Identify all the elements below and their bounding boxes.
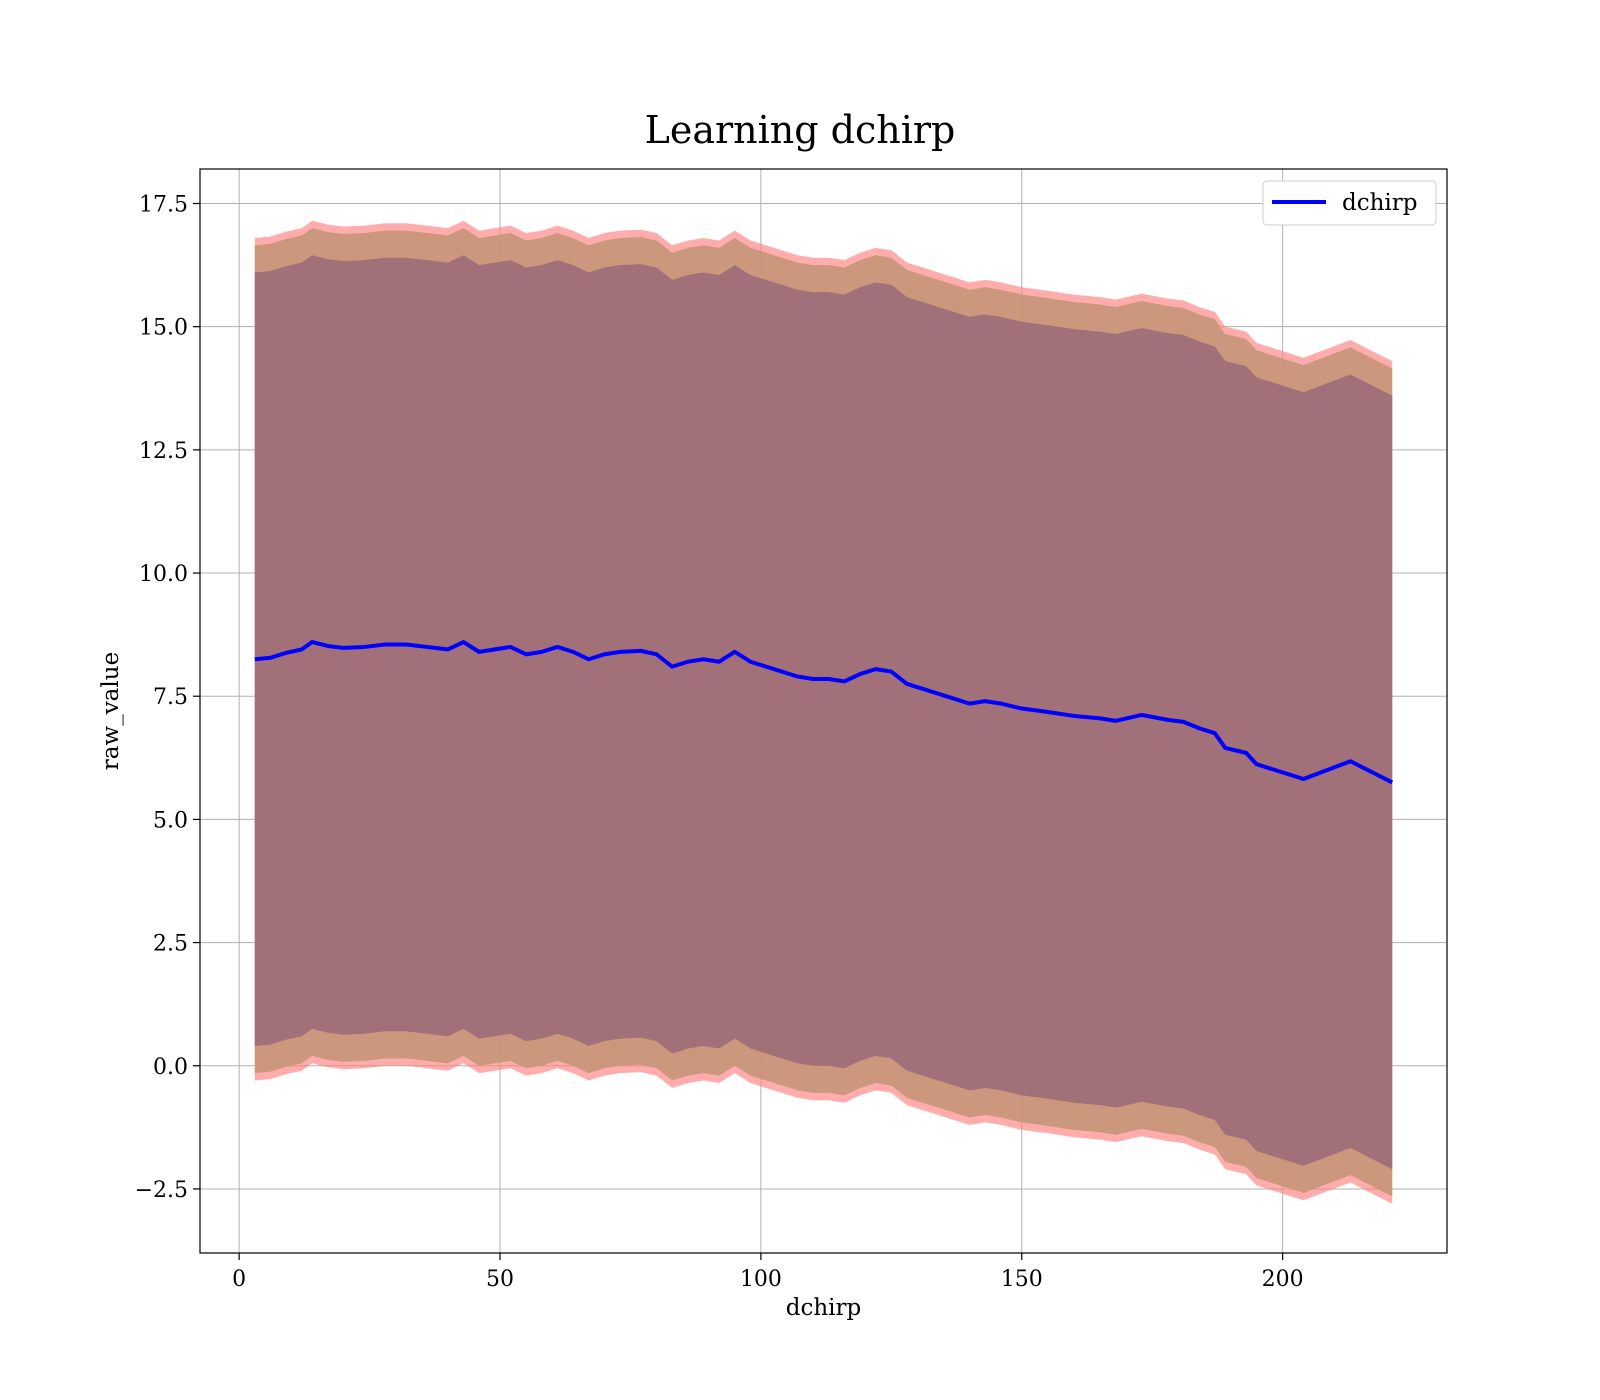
series-lines <box>254 640 1394 785</box>
legend: dchirp <box>1262 180 1437 226</box>
plot-frame <box>199 168 1448 1254</box>
y-axis-ticks: −2.5 0.0 2.5 5.0 7.5 10.0 12.5 15.0 17.5 <box>135 192 200 1203</box>
y-tick-label: 10.0 <box>139 562 188 587</box>
y-tick-label: 0.0 <box>153 1055 188 1080</box>
x-tick-label: 200 <box>1262 1267 1304 1292</box>
legend-box <box>1262 180 1437 226</box>
series-line-dchirp <box>254 640 1394 785</box>
x-axis-label: dchirp <box>786 1295 862 1321</box>
chart-title: Learning dchirp <box>645 108 956 152</box>
y-axis-label: raw_value <box>98 652 124 770</box>
y-tick-label: 15.0 <box>139 316 188 341</box>
band-inner <box>254 255 1393 1170</box>
x-tick-label: 50 <box>486 1267 514 1292</box>
y-tick-label: 2.5 <box>153 932 188 957</box>
legend-label: dchirp <box>1342 190 1418 216</box>
x-tick-label: 100 <box>740 1267 782 1292</box>
y-tick-label: −2.5 <box>135 1178 188 1203</box>
confidence-bands <box>254 220 1393 1204</box>
y-tick-label: 7.5 <box>153 685 188 710</box>
y-tick-label: 5.0 <box>153 808 188 833</box>
x-axis-ticks: 0 50 100 150 200 <box>232 1253 1304 1292</box>
x-tick-label: 150 <box>1001 1267 1043 1292</box>
x-tick-label: 0 <box>232 1267 246 1292</box>
y-tick-label: 12.5 <box>139 439 188 464</box>
y-tick-label: 17.5 <box>139 192 188 217</box>
